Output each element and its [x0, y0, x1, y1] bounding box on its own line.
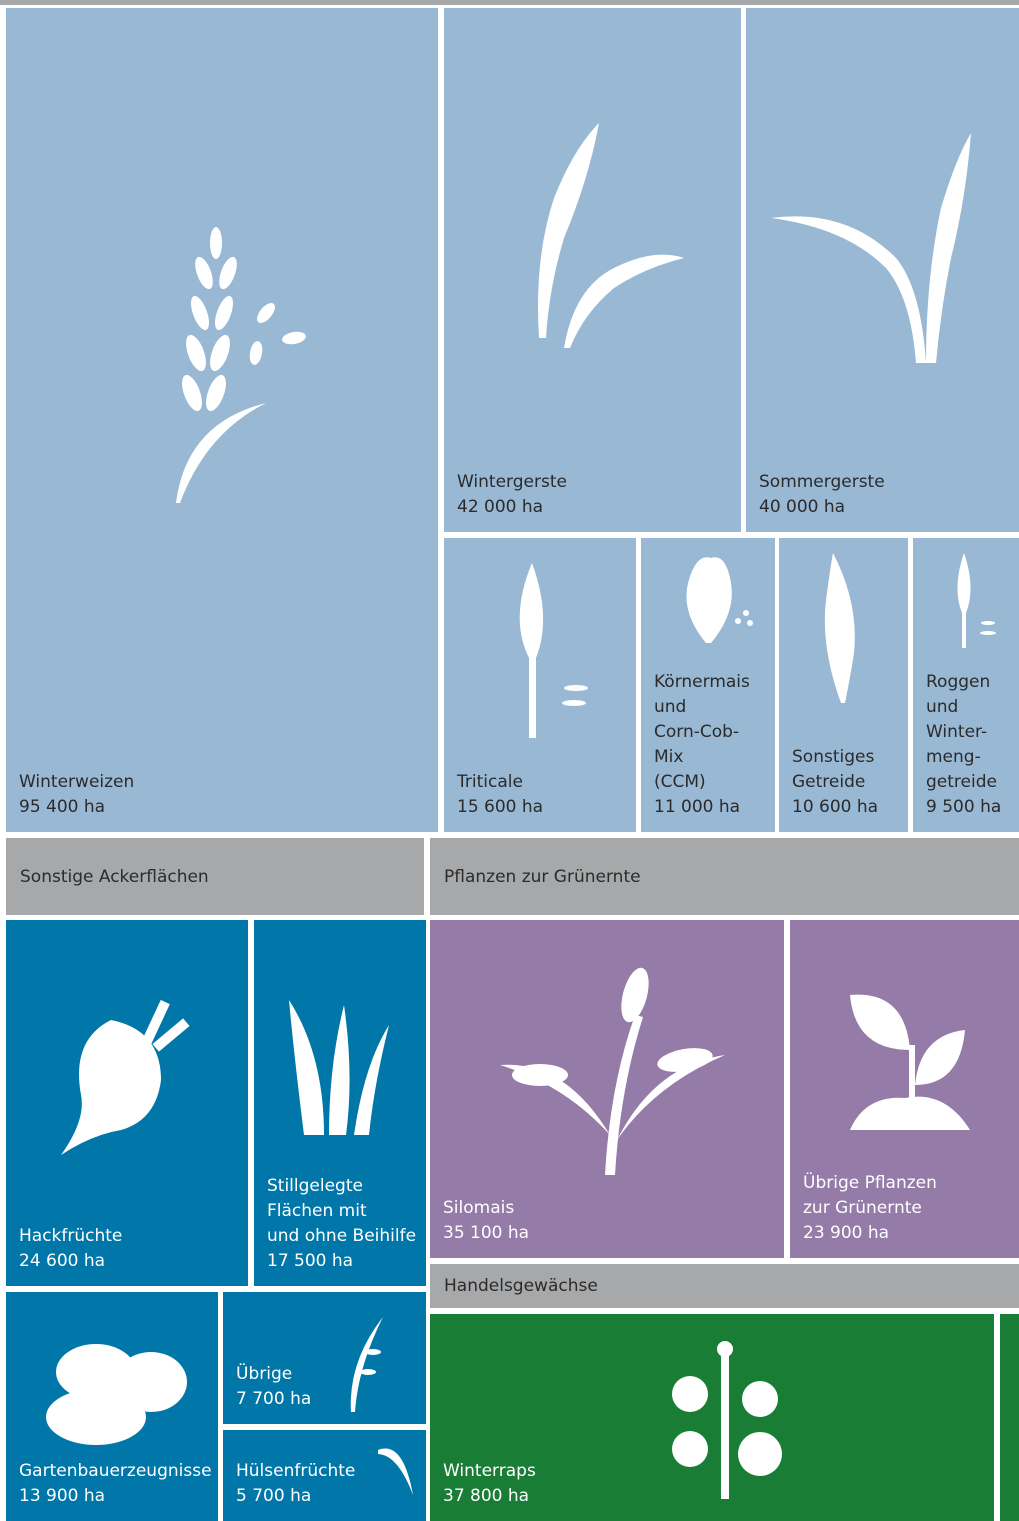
label-line: 24 600 ha: [19, 1251, 106, 1271]
icon: [771, 133, 971, 363]
icon: [850, 994, 970, 1130]
label-line: Wintergerste: [457, 472, 567, 492]
tile: Winterweizen 95 400 ha: [6, 8, 438, 832]
tile-label: Wintergerste 42 000 ha: [457, 470, 567, 520]
tile: Hülsenfrüchte 5 700 ha: [223, 1430, 426, 1521]
label-line: Winterraps: [443, 1461, 536, 1481]
tile: Silomais 35 100 ha: [430, 920, 784, 1258]
icon: [538, 123, 684, 348]
icon: [61, 1000, 190, 1155]
label-line: Stillgelegte: [267, 1176, 363, 1196]
label-line: Silomais: [443, 1198, 515, 1218]
section-header: Handelsgewächse: [430, 1264, 1019, 1308]
label-line: 17 500 ha: [267, 1251, 354, 1271]
tile: Sommergerste 40 000 ha: [746, 8, 1019, 532]
section-header: Sonstige Ackerflächen: [6, 838, 424, 915]
tile: Stillgelegte Flächen mit und ohne Beihilfe…: [254, 920, 426, 1286]
label-line: Übrige Pflanzen: [803, 1173, 937, 1193]
icon: [176, 227, 306, 503]
icon: [686, 557, 753, 643]
label-line: Übrige: [236, 1364, 293, 1384]
label-line: 40 000 ha: [759, 497, 846, 517]
label-line: Winterweizen: [19, 772, 135, 792]
label-line: Flächen mit: [267, 1201, 367, 1221]
label-line: Gartenbauerzeugnisse: [19, 1461, 212, 1481]
icon: [957, 553, 996, 648]
label-line: und: [926, 697, 959, 717]
tile-label: Silomais 35 100 ha: [443, 1196, 529, 1246]
tile-label: Übrige 7 700 ha: [236, 1362, 311, 1412]
label-line: 7 700 ha: [236, 1389, 312, 1409]
tile: [1000, 1314, 1019, 1521]
label-line: 13 900 ha: [19, 1486, 106, 1506]
label-line: Corn-Cob-: [654, 722, 740, 742]
label-line: meng-: [926, 747, 981, 767]
label-line: 11 000 ha: [654, 797, 741, 817]
label-line: 9 500 ha: [926, 797, 1002, 817]
label-line: Roggen: [926, 672, 991, 692]
label-line: und ohne Beihilfe: [267, 1226, 417, 1246]
top-bar: [0, 0, 1019, 5]
label-line: und: [654, 697, 687, 717]
icon: [46, 1344, 187, 1445]
tile: Körnermais und Corn-Cob- Mix (CCM) 11 000 ha: [641, 538, 775, 832]
tile: Übrige 7 700 ha: [223, 1292, 426, 1424]
tile-label: Sonstiges Getreide 10 600 ha: [792, 745, 878, 820]
tile-label: Roggen und Winter-meng-getreide 9 500 ha: [926, 670, 1001, 820]
label-line: Hülsenfrüchte: [236, 1461, 356, 1481]
label-line: getreide: [926, 772, 997, 792]
icon: [672, 1341, 782, 1499]
label-line: zur Grünernte: [803, 1198, 922, 1218]
label-line: 35 100 ha: [443, 1223, 530, 1243]
label-line: 10 600 ha: [792, 797, 879, 817]
label-line: 95 400 ha: [19, 797, 106, 817]
label-line: Triticale: [457, 772, 523, 792]
label-line: Sonstiges: [792, 747, 875, 767]
label-line: Hackfrüchte: [19, 1226, 123, 1246]
tile: Gartenbauerzeugnisse 13 900 ha: [6, 1292, 218, 1521]
tile: Roggen und Winter-meng-getreide 9 500 ha: [913, 538, 1019, 832]
section-header: Pflanzen zur Grünernte: [430, 838, 1019, 915]
tile-label: Gartenbauerzeugnisse 13 900 ha: [19, 1459, 212, 1509]
label-line: Mix: [654, 747, 684, 767]
label-line: 23 900 ha: [803, 1223, 890, 1243]
icon: [350, 1317, 383, 1412]
tile-label: Sommergerste 40 000 ha: [759, 470, 885, 520]
tile: Winterraps 37 800 ha: [430, 1314, 994, 1521]
tile: Übrige Pflanzen zur Grünernte 23 900 ha: [790, 920, 1019, 1258]
label-line: Getreide: [792, 772, 866, 792]
tile-label: Stillgelegte Flächen mit und ohne Beihilfe…: [267, 1174, 416, 1274]
tile-label: Winterweizen 95 400 ha: [19, 770, 134, 820]
tile: Hackfrüchte 24 600 ha: [6, 920, 248, 1286]
label-line: Sommergerste: [759, 472, 885, 492]
icon: [500, 967, 725, 1175]
label-line: Körnermais: [654, 672, 750, 692]
tile: Triticale 15 600 ha: [444, 538, 636, 832]
tile-label: Hülsenfrüchte 5 700 ha: [236, 1459, 355, 1509]
tile-label: Hackfrüchte 24 600 ha: [19, 1224, 122, 1274]
label-line: 15 600 ha: [457, 797, 544, 817]
tile: Sonstiges Getreide 10 600 ha: [779, 538, 908, 832]
tile: Wintergerste 42 000 ha: [444, 8, 741, 532]
icon: [519, 563, 588, 738]
icon: [289, 1000, 389, 1135]
label-line: 42 000 ha: [457, 497, 544, 517]
label-line: 37 800 ha: [443, 1486, 530, 1506]
label-line: (CCM): [654, 772, 706, 792]
label-line: 5 700 ha: [236, 1486, 312, 1506]
icon: [378, 1448, 413, 1495]
tile-label: Triticale 15 600 ha: [457, 770, 543, 820]
label-line: Winter-: [926, 722, 988, 742]
tile-label: Übrige Pflanzen zur Grünernte 23 900 ha: [803, 1171, 937, 1246]
tile-label: Körnermais und Corn-Cob- Mix (CCM) 11 000 ha: [654, 670, 750, 820]
icon: [824, 553, 855, 703]
tile-label: Winterraps 37 800 ha: [443, 1459, 536, 1509]
